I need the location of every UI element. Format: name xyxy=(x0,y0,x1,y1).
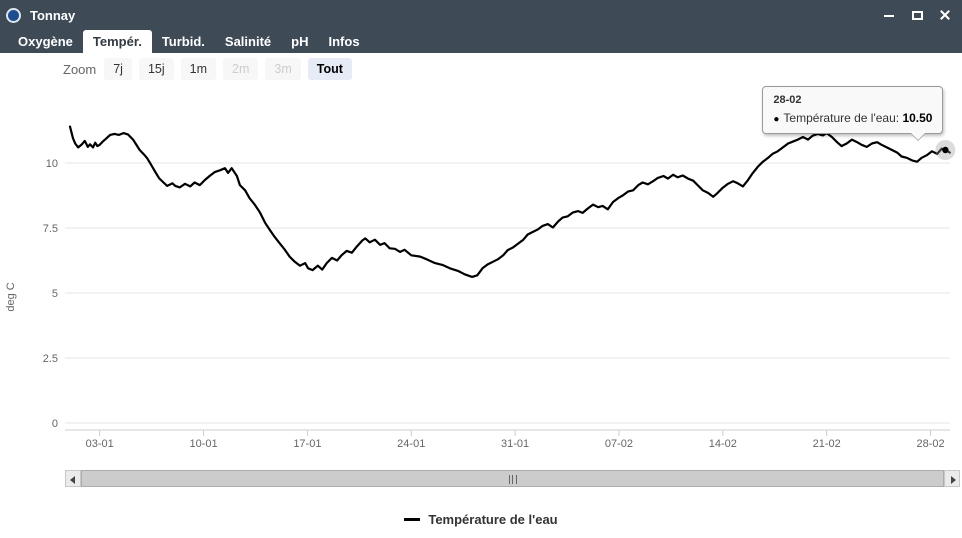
tab-infos[interactable]: Infos xyxy=(328,34,360,49)
x-axis-tick-label: 14-02 xyxy=(709,438,737,450)
y-axis-tick-label: 7.5 xyxy=(43,223,58,235)
y-axis-tick-label: 5 xyxy=(52,288,58,300)
zoom-button-7j[interactable]: 7j xyxy=(104,58,132,80)
series-marker-icon: ● xyxy=(773,114,780,125)
scrollbar-left-arrow-icon[interactable] xyxy=(65,470,81,487)
zoom-button-15j[interactable]: 15j xyxy=(138,58,174,80)
title-bar: Tonnay xyxy=(0,0,962,30)
y-axis-tick-label: 0 xyxy=(52,418,58,430)
zoom-buttons: 7j 15j 1m 2m 3m Tout xyxy=(104,58,359,80)
close-icon[interactable] xyxy=(938,8,952,22)
window-controls xyxy=(882,0,952,30)
x-axis-tick-label: 10-01 xyxy=(189,438,217,450)
zoom-button-1m[interactable]: 1m xyxy=(180,58,217,80)
zoom-button-3m: 3m xyxy=(265,58,301,80)
tab-salinit[interactable]: Salinité xyxy=(224,34,272,49)
x-axis-tick-label: 03-01 xyxy=(86,438,114,450)
x-axis-tick-label: 28-02 xyxy=(916,438,944,450)
y-axis-title: deg C xyxy=(5,282,17,311)
scrollbar-right-arrow-icon[interactable] xyxy=(944,470,960,487)
tooltip-value: 10.50 xyxy=(902,111,933,125)
x-axis-tick-label: 31-01 xyxy=(501,438,529,450)
range-selector: Zoom 7j 15j 1m 2m 3m Tout xyxy=(63,58,359,80)
tooltip-series-name: Température de l'eau: xyxy=(783,111,903,125)
minimize-icon[interactable] xyxy=(882,8,896,22)
zoom-label: Zoom xyxy=(63,61,97,77)
tab-bar: Oxygène Tempér. Turbid. Salinité pH Infos xyxy=(0,30,962,53)
x-axis-tick-label: 07-02 xyxy=(605,438,633,450)
tab-ph[interactable]: pH xyxy=(291,34,309,49)
x-axis-tick-label: 17-01 xyxy=(293,438,321,450)
scrollbar-thumb[interactable] xyxy=(81,470,944,487)
legend-line-icon xyxy=(404,518,421,521)
y-axis-tick-label: 2.5 xyxy=(43,353,58,365)
zoom-button-tout[interactable]: Tout xyxy=(307,58,352,80)
temperature-series-line[interactable] xyxy=(68,125,951,278)
chart-plot-area[interactable]: 0 2.5 5 7.5 10 deg C 03-01 10-01 17-01 24-01 31-01… xyxy=(0,53,962,465)
window-title: Tonnay xyxy=(30,7,76,23)
chart-tooltip: 28-02 ● Température de l'eau: 10.50 xyxy=(762,86,944,141)
tab-oxygne[interactable]: Oxygène xyxy=(18,34,73,49)
maximize-icon[interactable] xyxy=(910,8,924,22)
x-axis-tick-label: 21-02 xyxy=(813,438,841,450)
legend-label: Température de l'eau xyxy=(428,512,558,527)
chart-scrollbar xyxy=(65,470,960,487)
zoom-button-2m: 2m xyxy=(223,58,259,80)
legend-item[interactable]: Température de l'eau xyxy=(404,512,558,527)
scrollbar-grip-icon xyxy=(508,475,517,484)
y-axis-tick-label: 10 xyxy=(46,158,58,170)
tooltip-date: 28-02 xyxy=(773,94,802,106)
x-axis-tick-label: 24-01 xyxy=(397,438,425,450)
hovered-point-marker xyxy=(942,146,949,154)
tooltip-row: ● Température de l'eau: 10.50 xyxy=(773,111,932,125)
tab-tempr[interactable]: Tempér. xyxy=(82,30,152,53)
chart-legend: Température de l'eau xyxy=(0,508,962,527)
app-logo-icon xyxy=(6,7,21,23)
tab-turbid[interactable]: Turbid. xyxy=(161,34,205,49)
